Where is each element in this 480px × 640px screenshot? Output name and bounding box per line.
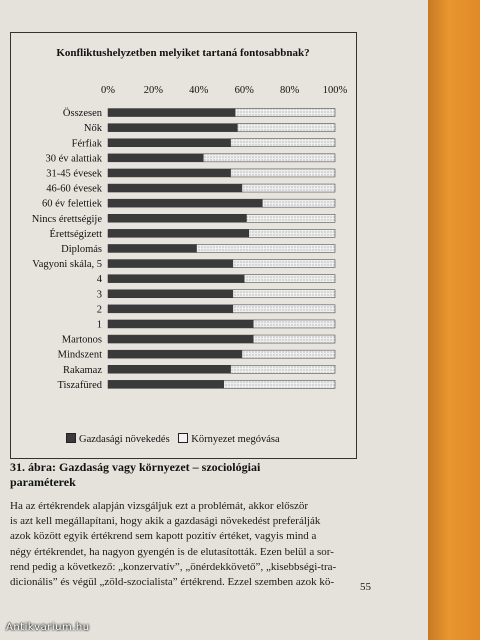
legend-label-environment: Környezet megóvása xyxy=(191,434,280,445)
chart-title: Konfliktushelyzetben melyiket tartaná fo… xyxy=(56,47,310,59)
category-label: Rakamaz xyxy=(63,365,102,376)
category-label: Érettségizett xyxy=(50,228,103,240)
bar-environment-protection xyxy=(243,274,336,283)
legend-label-economic: Gazdasági növekedés xyxy=(79,434,170,445)
bar-economic-growth xyxy=(107,244,197,253)
bar-environment-protection xyxy=(234,108,336,117)
body-line: dicionális” és végül „zöld-szocialista” … xyxy=(10,576,335,589)
category-label: 3 xyxy=(97,289,102,300)
bar-environment-protection xyxy=(262,198,336,208)
bar-environment-protection xyxy=(241,349,336,359)
category-label: Mindszent xyxy=(58,350,102,361)
bar-environment-protection xyxy=(232,304,336,314)
bar-economic-growth xyxy=(107,304,234,314)
bar-economic-growth xyxy=(107,334,254,344)
bar-environment-protection xyxy=(232,289,336,298)
stacked-bar-chart: 0% 20% 40% 60% 80% 100% Összesen Nők Férfiak 30 é… xyxy=(32,85,348,391)
bar-economic-growth xyxy=(107,349,243,359)
bar-environment-protection xyxy=(248,229,336,238)
book-page: Konfliktushelyzetben melyiket tartaná fo… xyxy=(0,0,428,640)
legend-item-economic: Gazdasági növekedés xyxy=(66,433,170,445)
bar-economic-growth xyxy=(107,198,263,208)
bar-economic-growth xyxy=(107,365,231,374)
figure-caption: 31. ábra: Gazdaság vagy környezet – szoc… xyxy=(10,460,310,490)
body-paragraph: Ha az értékrendek alapján vizsgáljuk ezt… xyxy=(10,499,420,590)
bar-environment-protection xyxy=(196,244,336,253)
x-tick-label: 0% xyxy=(101,85,115,96)
bar-economic-growth xyxy=(107,168,231,178)
bar-economic-growth xyxy=(107,214,247,223)
bar-environment-protection xyxy=(230,365,336,374)
category-label: Nincs érettségije xyxy=(32,214,103,225)
category-label: 4 xyxy=(97,274,103,285)
category-label: Összesen xyxy=(63,107,103,119)
body-line: rend pedig a következő: „konzervatív”, „… xyxy=(10,560,337,573)
bar-environment-protection xyxy=(223,380,336,389)
bar-environment-protection xyxy=(230,168,336,178)
bar-environment-protection xyxy=(246,214,336,223)
legend-swatch-dark xyxy=(66,433,76,443)
book-edge xyxy=(428,0,480,640)
body-line: négy értékrendet, ha nagyon gyengén is d… xyxy=(10,545,334,558)
bar-economic-growth xyxy=(107,274,245,283)
category-label: 2 xyxy=(97,304,102,315)
watermark: Antikvarium.hu xyxy=(6,622,90,633)
category-label: Martonos xyxy=(62,335,102,346)
bar-environment-protection xyxy=(230,138,336,147)
category-label: Nők xyxy=(84,123,103,134)
page-number: 55 xyxy=(360,581,371,593)
bar-economic-growth xyxy=(107,138,231,147)
category-label: Vagyoni skála, 5 xyxy=(32,259,102,270)
category-label: 31-45 évesek xyxy=(46,168,102,179)
bar-economic-growth xyxy=(107,259,234,268)
bar-economic-growth xyxy=(107,229,249,238)
category-label: Férfiak xyxy=(72,138,103,149)
bar-environment-protection xyxy=(241,183,336,193)
body-line: Ha az értékrendek alapján vizsgáljuk ezt… xyxy=(10,500,309,512)
bar-economic-growth xyxy=(107,108,236,117)
bar-economic-growth xyxy=(107,123,238,132)
x-tick-label: 40% xyxy=(189,85,209,96)
bar-economic-growth xyxy=(107,153,204,163)
bar-environment-protection xyxy=(203,153,336,163)
caption-line: paraméterek xyxy=(10,475,76,489)
category-label: 60 év felettiek xyxy=(42,199,103,210)
legend-swatch-light xyxy=(178,433,189,443)
x-tick-label: 60% xyxy=(235,85,255,96)
bar-economic-growth xyxy=(107,289,234,298)
x-tick-label: 20% xyxy=(144,85,164,96)
x-tick-label: 80% xyxy=(280,85,300,96)
bar-environment-protection xyxy=(253,319,336,329)
category-label: Diplomás xyxy=(61,244,102,255)
category-label: 46-60 évesek xyxy=(46,184,102,195)
caption-line: 31. ábra: Gazdaság vagy környezet – szoc… xyxy=(10,460,261,474)
body-line: is azt kell megállapítani, hogy akik a g… xyxy=(10,515,321,528)
bar-environment-protection xyxy=(237,123,336,132)
bar-economic-growth xyxy=(107,183,243,193)
bar-economic-growth xyxy=(107,319,254,329)
bar-environment-protection xyxy=(232,259,336,268)
category-label: Tiszafüred xyxy=(57,380,102,391)
body-line: azok között egyik értékrend sem kapott p… xyxy=(10,530,317,543)
legend-item-environment: Környezet megóvása xyxy=(178,433,280,445)
x-tick-label: 100% xyxy=(323,85,348,96)
chart-legend: Gazdasági növekedés Környezet megóvása xyxy=(66,433,346,445)
bar-environment-protection xyxy=(253,334,336,344)
category-label: 1 xyxy=(97,319,102,330)
bar-economic-growth xyxy=(107,380,225,389)
category-label: 30 év alattiak xyxy=(45,153,102,164)
